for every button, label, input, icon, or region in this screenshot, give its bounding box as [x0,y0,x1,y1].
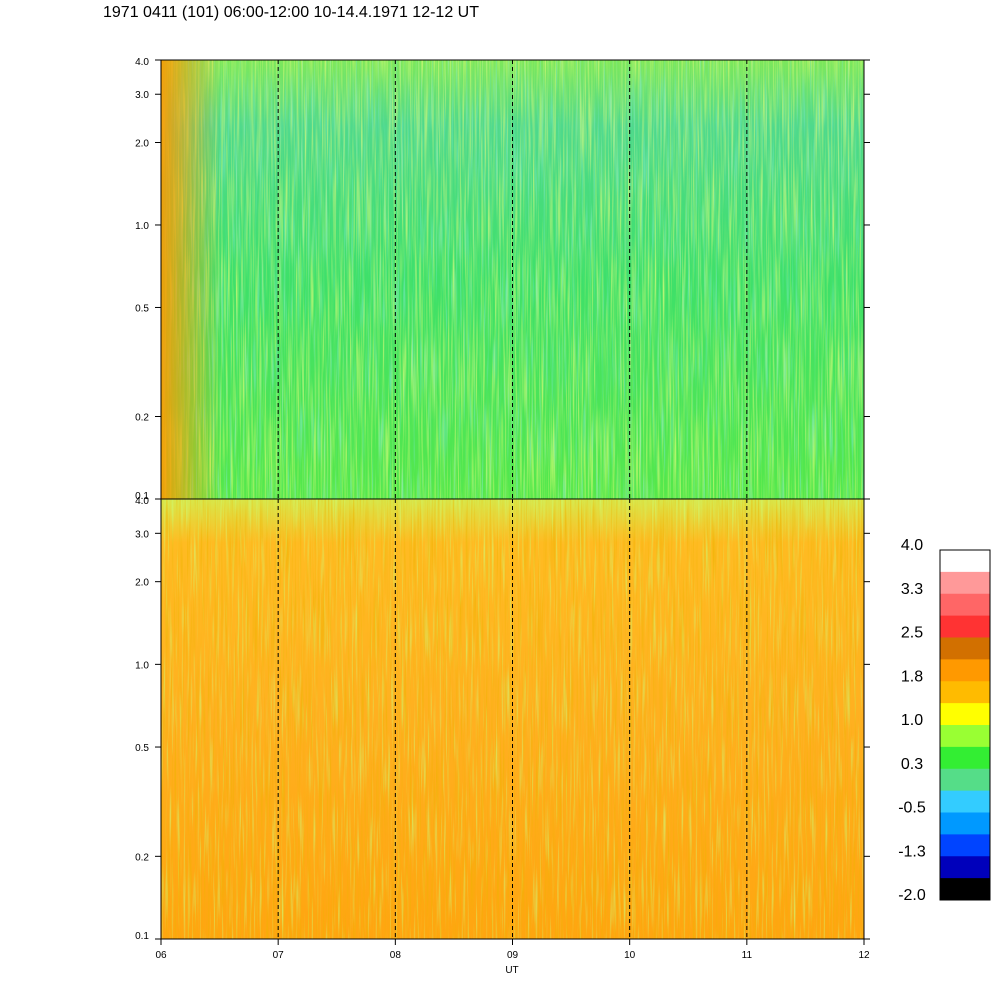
colorbar-swatch-12 [940,812,990,835]
upper-spectrogram-ytick-label-3: 1.0 [135,221,149,232]
colorbar: 4.0 3.3 2.5 1.8 1.0 0.3 -0.5 -1.3 -2.0 [898,537,991,904]
xtick-label-1: 07 [273,950,285,961]
spectrogram-panels [160,59,865,940]
colorbar-label-8: -2.0 [898,887,926,904]
colorbar-label-6: -0.5 [898,800,926,817]
xtick-label-5: 11 [742,950,753,961]
colorbar-label-1: 3.3 [901,581,923,598]
colorbar-label-2: 2.5 [901,625,923,642]
upper-spectrogram-left-band [161,60,221,499]
colorbar-swatch-1 [940,571,990,595]
lower-spectrogram-ytick-label-1: 0.2 [135,852,149,863]
upper-spectrogram-ytick-label-0: 0.1 [135,491,149,502]
upper-spectrogram [160,59,865,500]
colorbar-frame [939,549,991,901]
lower-spectrogram [160,498,865,940]
colorbar-swatch-9 [940,746,990,770]
colorbar-swatch-6 [940,681,990,704]
lower-spectrogram-ytick-label-0: 0.1 [135,931,149,942]
colorbar-swatch-10 [940,768,990,792]
upper-spectrogram-ytick-label-6: 4.0 [135,57,149,68]
colorbar-swatch-2 [940,593,990,617]
upper-spectrogram-ytick-label-4: 2.0 [135,138,149,149]
xtick-label-0: 06 [155,950,167,961]
xtick-label-6: 12 [858,950,870,961]
colorbar-swatch-0 [940,550,990,573]
xtick-label-2: 08 [390,950,402,961]
x-axis-label: UT [505,965,518,976]
upper-spectrogram-ytick-label-5: 3.0 [135,90,149,101]
colorbar-label-4: 1.0 [901,712,923,729]
colorbar-swatch-5 [940,659,990,682]
xtick-label-3: 09 [507,950,519,961]
axes: 0.10.20.51.02.03.04.00.10.20.51.02.03.04… [135,57,870,961]
upper-spectrogram-ytick-label-2: 0.5 [135,303,149,314]
colorbar-swatch-11 [940,790,990,813]
colorbar-label-7: -1.3 [898,843,926,860]
colorbar-label-3: 1.8 [901,668,923,685]
lower-spectrogram-ytick-label-5: 3.0 [135,529,149,540]
xtick-label-4: 10 [624,950,636,961]
colorbar-swatch-8 [940,725,990,748]
colorbar-swatch-3 [940,615,990,638]
colorbar-swatch-4 [940,637,990,660]
upper-spectrogram-ytick-label-1: 0.2 [135,413,149,424]
colorbar-swatch-15 [940,878,990,901]
chart-title: 1971 0411 (101) 06:00-12:00 10-14.4.1971… [103,4,479,21]
colorbar-swatch-13 [940,834,990,857]
colorbar-swatch-14 [940,856,990,879]
colorbar-label-0: 4.0 [901,537,923,554]
lower-spectrogram-ytick-label-3: 1.0 [135,660,149,671]
colorbar-label-5: 0.3 [901,756,923,773]
lower-spectrogram-ytick-label-2: 0.5 [135,743,149,754]
lower-spectrogram-ytick-label-6: 4.0 [135,496,149,507]
lower-spectrogram-ytick-label-4: 2.0 [135,578,149,589]
colorbar-swatch-7 [940,703,990,726]
